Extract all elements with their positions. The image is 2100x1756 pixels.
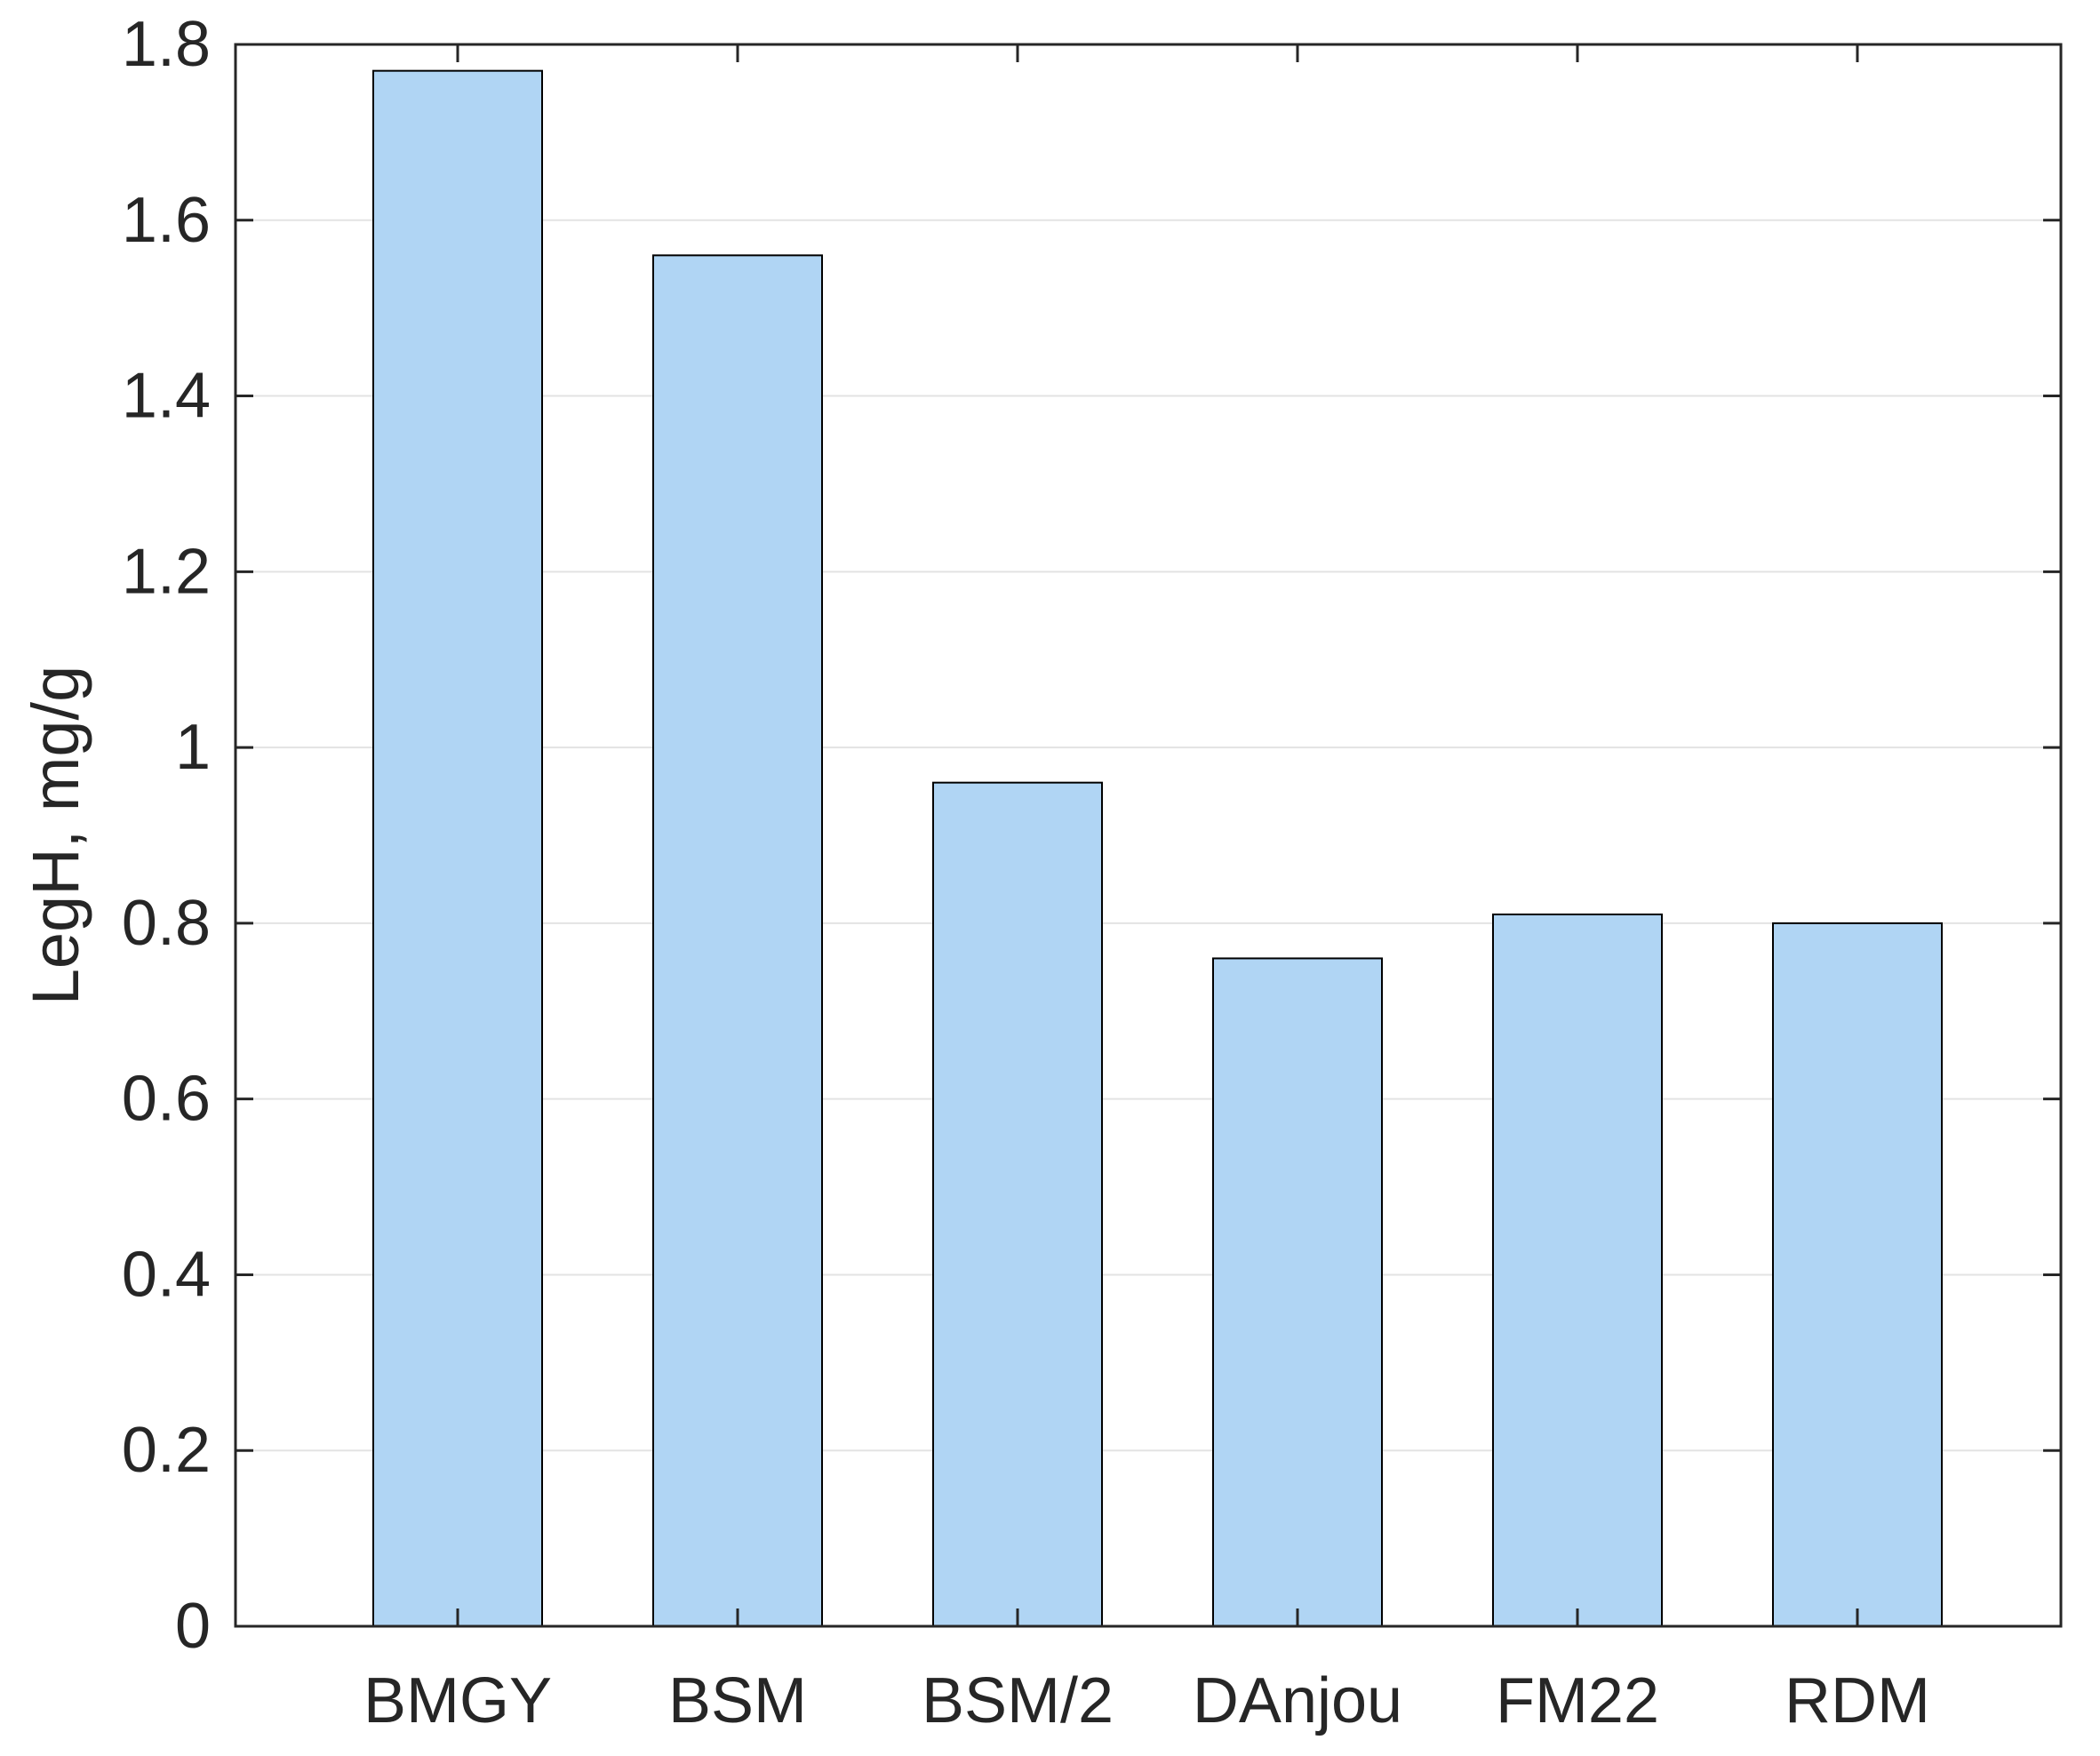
x-tick-label: FM22: [1496, 1665, 1659, 1736]
y-tick-label: 0.6: [122, 1064, 211, 1135]
y-tick-label: 1.8: [122, 9, 211, 80]
y-tick-label: 0.8: [122, 888, 211, 959]
bars-layer: [372, 69, 1943, 1628]
y-tick-label: 0.2: [122, 1415, 211, 1486]
x-tick-label: BMGY: [363, 1665, 552, 1736]
plot-frame: [234, 43, 2063, 1628]
x-tick-label: BSM: [668, 1665, 807, 1736]
y-tick-label: 0.4: [122, 1239, 211, 1310]
y-tick-label: 1: [175, 712, 211, 783]
bar-bsm-2: [932, 781, 1103, 1627]
bar-fm22: [1492, 914, 1663, 1627]
x-tick-label: RDM: [1785, 1665, 1930, 1736]
y-tick-label: 1.2: [122, 536, 211, 607]
bar-bsm: [652, 254, 823, 1627]
y-tick-label: 0: [175, 1591, 211, 1662]
bar-danjou: [1212, 957, 1383, 1627]
bar-bmgy: [372, 69, 543, 1628]
y-tick-label: 1.6: [122, 185, 211, 256]
y-axis-label: LegH, mg/g: [19, 666, 92, 1006]
x-tick-label: DAnjou: [1193, 1665, 1402, 1736]
bar-rdm: [1772, 922, 1943, 1627]
ticks-layer: 0 0.2 0.4 0.6 0.8 1 1.2 1.4 1.6 1.8 BMGY BSM BSM/2 DA…: [122, 9, 2061, 1736]
x-tick-label: BSM/2: [922, 1665, 1114, 1736]
y-tick-label: 1.4: [122, 361, 211, 432]
